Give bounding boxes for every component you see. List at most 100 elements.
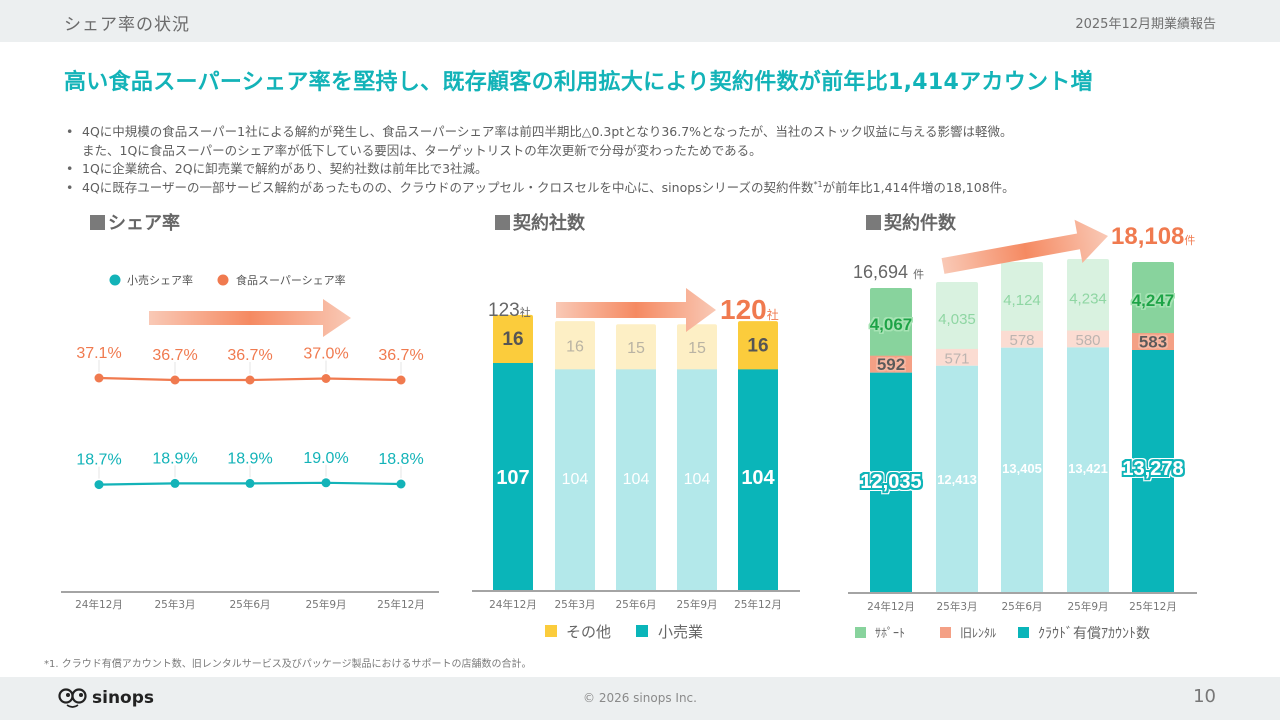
data-label-food: 36.7% [152,347,197,364]
bar-segment-other [493,314,533,365]
legend-label-retail: 小売業 [658,623,703,641]
legend-swatch-cloud [1018,627,1029,638]
bullet-text: 1Qに企業統合、2Qに卸売業で解約があり、契約社数は前年比で3社減。 [82,161,488,176]
point-retail [170,478,180,488]
bar-segment-other [555,321,595,372]
data-label-food: 36.7% [378,347,423,364]
bar-segment-other [738,321,778,372]
x-tick-label: 25年3月 [154,598,195,611]
end-annotation: 120社 [720,294,779,325]
data-label-rental: 578 [1009,332,1034,349]
footnote: *1. クラウド有償アカウント数、旧レンタルサービス及びパッケージ製品におけるサ… [44,659,532,670]
x-tick-label: 25年9月 [676,598,717,611]
legend-marker-retail [109,274,121,286]
legend-label-support: ｻﾎﾟｰﾄ [875,626,905,640]
start-value: 16,694 [853,262,908,282]
data-label-rental: 571 [944,350,969,367]
data-label-support: 4,124 [1003,292,1041,309]
top-bar: シェア率の状況 2025年12月期業績報告 [0,0,1280,42]
data-label-food: 36.7% [227,347,272,364]
data-label-other: 16 [747,335,768,356]
footnote-ref: *1 [813,179,823,189]
bar-segment-retail [493,363,533,590]
contracts-chart-title-text: 契約件数 [884,213,956,234]
x-tick-label: 24年12月 [867,600,915,613]
end-value: 18,108 [1111,223,1184,250]
legend-label-cloud: ｸﾗｳﾄﾞ有償ｱｶｳﾝﾄ数 [1038,626,1150,642]
footer: sinops © 2026 sinops Inc. 10 [0,677,1280,720]
data-label-cloud: 12,035 [860,471,921,493]
share-chart-title-text: シェア率 [108,213,180,234]
bar-segment-retail [555,369,595,590]
bullet-text: 4Qに中規模の食品スーパー1社による解約が発生し、食品スーパーシェア率は前四半期… [82,124,1013,139]
data-label-retail: 18.9% [152,450,197,467]
data-label-food: 37.1% [76,345,121,362]
bar-segment-rental [936,348,978,366]
bar-segment-rental [1132,333,1174,350]
end-unit: 件 [1184,234,1195,247]
companies-legend: その他 小売業 [545,623,703,641]
data-label-retail: 104 [623,471,650,488]
bar-segment-rental [1067,330,1109,348]
data-label-rental: 580 [1075,332,1100,349]
legend-swatch-support [855,627,866,638]
contracts-trend-arrow [941,219,1108,274]
x-tick-label: 25年9月 [1067,600,1108,613]
x-tick-label: 24年12月 [489,598,537,611]
x-tick-label: 25年6月 [229,598,270,611]
x-tick-label: 25年12月 [1129,600,1177,613]
data-label-retail: 18.9% [227,450,272,467]
data-label-other: 15 [688,340,706,357]
data-label-other: 16 [502,329,523,350]
data-label-support: 4,234 [1069,290,1107,307]
share-legend: 小売シェア率 食品スーパーシェア率 [109,273,346,287]
square-bullet-icon [495,215,510,230]
x-tick-label: 25年6月 [1001,600,1042,613]
data-label-support: 4,035 [938,311,976,328]
point-retail [321,478,331,488]
bullet-text: が前年比1,414件増の18,108件。 [822,179,1015,195]
copyright: © 2026 sinops Inc. [583,691,697,705]
legend-label-food: 食品スーパーシェア率 [236,273,346,287]
legend-label-rental: 旧ﾚﾝﾀﾙ [960,626,996,640]
data-label-other: 16 [566,338,584,355]
bar-segment-cloud [1001,347,1043,592]
point-food [321,374,331,383]
report-title: 2025年12月期業績報告 [1075,17,1216,32]
point-food [396,375,406,385]
bullet-item: 4Qに中規模の食品スーパー1社による解約が発生し、食品スーパーシェア率は前四半期… [62,123,1272,160]
bar-segment-support [1067,259,1109,333]
data-label-support: 4,247 [1132,291,1175,310]
end-annotation: 18,108件 [1111,223,1195,250]
end-value: 120 [720,294,767,325]
bar-segment-rental [870,355,912,373]
data-label-retail: 107 [496,467,529,489]
legend-swatch-rental [940,627,951,638]
bar-segment-retail [677,369,717,590]
bullet-text: 4Qに既存ユーザーの一部サービス解約があったものの、クラウドのアップセル・クロス… [82,179,814,195]
contracts-trend-arrow-shape [941,219,1108,274]
section-title: シェア率の状況 [64,15,190,35]
bar-segment-other [677,324,717,372]
bar-segment-cloud [870,372,912,592]
end-unit: 社 [767,307,779,322]
point-retail [245,478,255,488]
bar-segment-retail [616,369,656,590]
share-trend-arrow-shape [149,299,351,337]
bar-segment-cloud [1132,350,1174,592]
point-retail [94,480,104,490]
x-tick-label: 25年3月 [936,600,977,613]
contracts-chart-title: 契約件数 [866,209,956,235]
legend-swatch-retail [636,625,648,637]
point-retail [396,479,406,489]
data-label-support: 4,067 [870,315,913,334]
square-bullet-icon [866,215,881,230]
data-label-cloud: 13,421 [1068,461,1108,476]
data-label-retail: 19.0% [303,450,348,467]
companies-chart-title-text: 契約社数 [513,213,585,234]
data-label-retail: 18.8% [378,451,423,468]
point-food [245,375,255,385]
bar-segment-support [1001,262,1043,333]
legend-marker-food [217,274,229,286]
